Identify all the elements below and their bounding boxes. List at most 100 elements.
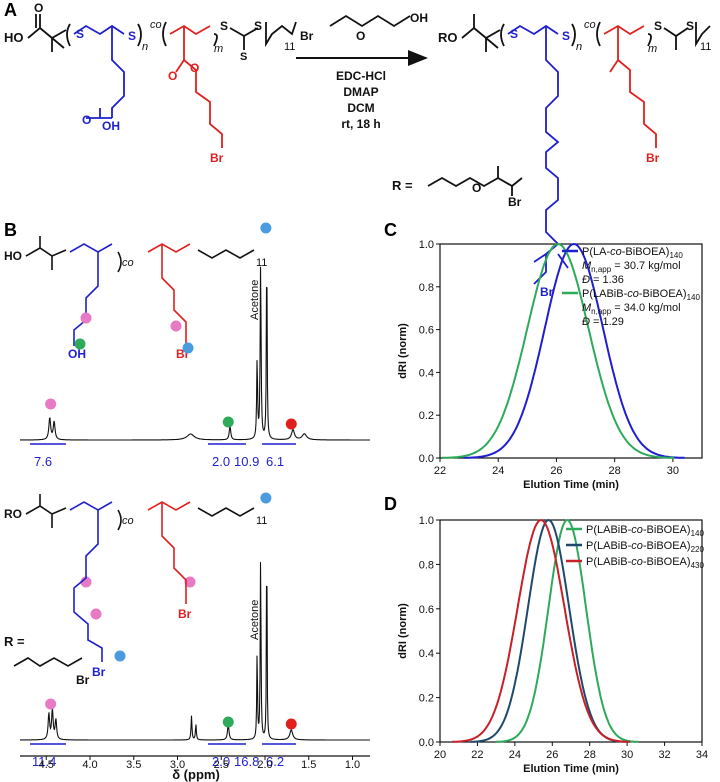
x-tick-label: 32 xyxy=(658,749,670,761)
subscript-11: 11 xyxy=(284,41,295,53)
nmr-x-label: δ (ppm) xyxy=(172,767,220,782)
series-line xyxy=(452,518,630,743)
r-br: Br xyxy=(508,195,522,209)
sulfur-atom: S xyxy=(254,19,262,33)
nmr-spectrum-top xyxy=(20,266,370,441)
ester-o: O xyxy=(168,69,177,83)
y-tick-label: 0.0 xyxy=(419,453,434,465)
y-tick-label: 0.6 xyxy=(419,604,434,616)
oxygen-atom: O xyxy=(34,1,43,15)
bottom-r-br: Br xyxy=(76,673,90,687)
y-axis-label: dRI (norm) xyxy=(397,323,409,379)
bromine-atom: Br xyxy=(540,285,554,299)
sulfur-atom: S xyxy=(240,51,247,63)
y-tick-label: 0.8 xyxy=(419,559,434,571)
top-co: co xyxy=(122,257,134,269)
plot-frame xyxy=(439,519,703,743)
reagent-dmap: DMAP xyxy=(343,85,378,99)
panel-c: C 22 24 26 28 30 0.0 0.2 0.4 0.6 0.8 1.0 Elution Ti… xyxy=(384,220,703,491)
reagent-o: O xyxy=(356,29,365,43)
reagent-br: Br xyxy=(300,29,314,43)
subscript-n: n xyxy=(576,41,582,53)
series-line xyxy=(463,242,685,459)
integral-bottom-2: 2.0 xyxy=(212,754,230,769)
panel-b: B HO OH co Br 11 Acetone Acetone 7.6 xyxy=(4,220,370,782)
peak-dot xyxy=(260,492,272,504)
series-line xyxy=(441,242,675,459)
nmr-tick-label: 3.0 xyxy=(170,759,185,771)
bromine-atom: Br xyxy=(646,151,660,165)
legend-label: P(LA-co-BiBOEA)140 xyxy=(582,246,683,260)
ro-label: RO xyxy=(438,30,458,45)
panel-label-c: C xyxy=(384,220,397,240)
panel-a: A HO O S OH O S n co Br O O m S xyxy=(4,0,711,299)
hooc-label: HO xyxy=(4,30,24,45)
x-tick-label: 26 xyxy=(546,749,558,761)
peak-dot xyxy=(74,338,86,350)
panel-label-a: A xyxy=(4,0,17,20)
x-tick-label: 20 xyxy=(434,749,446,761)
sulfur-atom: S xyxy=(654,19,662,33)
peak-dot xyxy=(260,222,272,234)
acid-o: O xyxy=(82,113,91,127)
x-tick-label: 28 xyxy=(584,749,596,761)
ester-o: O xyxy=(190,61,199,75)
top-sub-11: 11 xyxy=(256,257,267,269)
panel-d: D 20 22 24 26 28 30 32 34 0.0 0.2 0.4 0.6 0.8 1.0 Elut… xyxy=(384,494,708,775)
peak-dot xyxy=(80,576,92,588)
legend-mn: Mn,app = 30.7 kg/mol xyxy=(582,260,681,274)
sulfur-atom: S xyxy=(128,29,136,43)
y-tick-label: 0.8 xyxy=(419,282,434,294)
solvent-label-top: Acetone xyxy=(249,280,261,320)
x-tick-label: 24 xyxy=(492,465,504,477)
sulfur-atom: S xyxy=(220,19,228,33)
x-tick-label: 30 xyxy=(667,465,679,477)
peak-dot xyxy=(222,716,234,728)
y-tick-label: 0.4 xyxy=(419,367,434,379)
legend-dispersity: Đ = 1.29 xyxy=(582,316,624,328)
solvent-label-bottom: Acetone xyxy=(249,600,261,640)
x-tick-label: 26 xyxy=(550,465,562,477)
subscript-n: n xyxy=(142,41,148,53)
acid-oh: OH xyxy=(102,119,120,133)
panel-label-d: D xyxy=(384,494,397,514)
gpc-chart-d: 20 22 24 26 28 30 32 34 0.0 0.2 0.4 0.6 0.8 1.0 Elutio… xyxy=(397,515,708,775)
bottom-co: co xyxy=(122,515,134,527)
peak-dot xyxy=(182,342,194,354)
nmr-tick-label: 1.5 xyxy=(301,759,316,771)
y-tick-label: 0.6 xyxy=(419,325,434,337)
subscript-m: m xyxy=(214,43,223,55)
integral-bottom-3: 16.8 xyxy=(234,754,259,769)
subscript-11: 11 xyxy=(700,41,711,53)
bottom-integrals: 11.4 2.0 16.8 6.2 xyxy=(30,743,296,769)
peak-markers xyxy=(45,222,297,730)
bottom-inset-structure: RO Br co Br 11 R = Br xyxy=(4,494,267,687)
co-label: co xyxy=(584,19,596,31)
top-inset-structure: HO OH co Br 11 xyxy=(4,236,267,361)
sulfur-atom: S xyxy=(76,27,84,41)
integral-top-2: 2.0 xyxy=(212,454,230,469)
peak-dot xyxy=(285,718,297,730)
r-equals: R = xyxy=(392,178,413,193)
bottom-r-equals: R = xyxy=(4,634,25,649)
nmr-tick-label: 1.0 xyxy=(345,759,360,771)
integral-top-1: 7.6 xyxy=(34,454,52,469)
integral-top-4: 6.1 xyxy=(266,454,284,469)
peak-dot xyxy=(114,650,126,662)
y-tick-label: 0.2 xyxy=(419,410,434,422)
subscript-m: m xyxy=(648,43,657,55)
peak-dot xyxy=(170,320,182,332)
peak-dot xyxy=(184,576,196,588)
peak-dot xyxy=(222,416,234,428)
plot-frame xyxy=(439,243,703,459)
nmr-tick-label: 2.0 xyxy=(257,759,272,771)
reactant-structure: HO O S OH O S n co Br O O m S S xyxy=(4,1,297,165)
integral-bottom-4: 6.2 xyxy=(266,754,284,769)
nmr-tick-label: 4.0 xyxy=(82,759,97,771)
gpc-chart-c: 22 24 26 28 30 0.0 0.2 0.4 0.6 0.8 1.0 Elution Time… xyxy=(397,239,703,491)
y-tick-label: 1.0 xyxy=(419,239,434,251)
top-ho: HO xyxy=(4,249,22,263)
bottom-ro: RO xyxy=(4,507,22,521)
x-tick-label: 22 xyxy=(471,749,483,761)
